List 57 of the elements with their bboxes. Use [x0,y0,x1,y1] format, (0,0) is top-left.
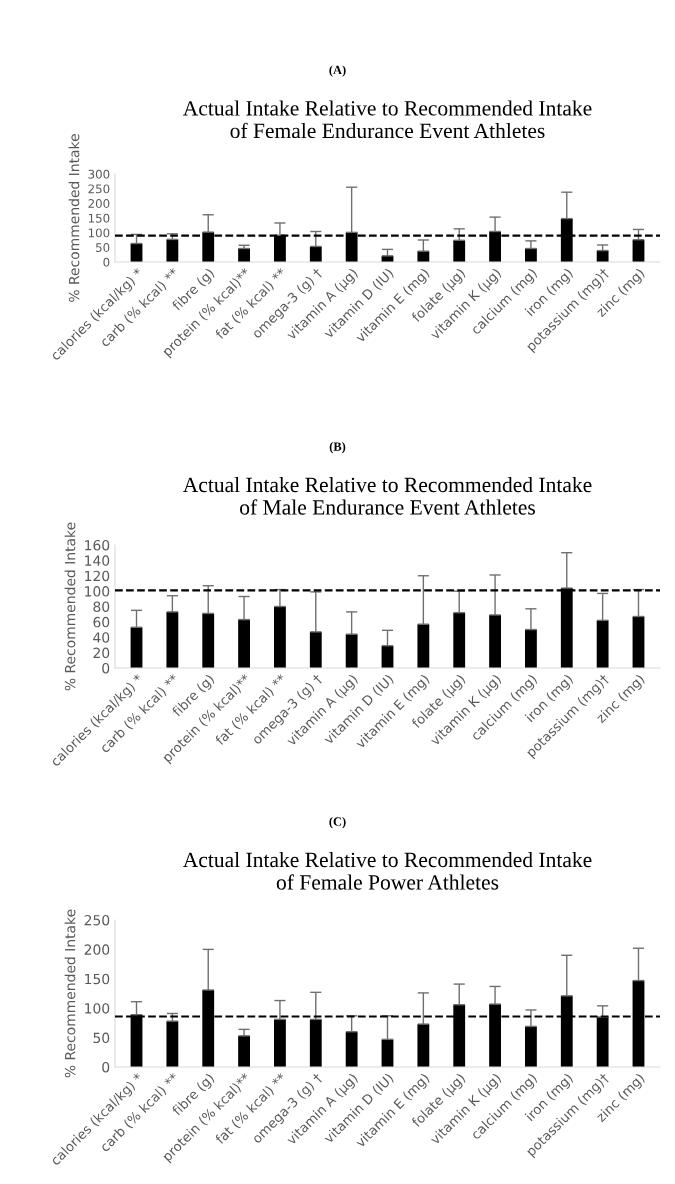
bar [417,1024,430,1067]
bar [453,612,466,668]
y-tick-label: 50 [93,1032,110,1044]
y-tick-label: 200 [84,944,110,955]
bar [274,1019,286,1067]
y-tick-label: 40 [93,632,110,643]
y-axis-title: % Recommended Intake [64,522,76,691]
y-tick-label: 20 [93,647,110,659]
bar [274,606,286,668]
y-tick-label: 200 [88,199,110,208]
bar [345,1031,358,1067]
bar [453,240,466,262]
y-tick-label: 250 [84,914,110,926]
y-tick-label: 0 [103,257,110,267]
bar [309,1019,322,1067]
y-tick-label: 80 [93,601,110,612]
y-tick-label: 150 [88,213,110,223]
y-tick-label: 160 [85,539,110,551]
bar [525,1026,537,1067]
bar [202,613,215,668]
y-tick-label: 0 [102,1061,110,1073]
chart-title: Actual Intake Relative to Recommended Intake of Female Power Athletes [182,852,592,890]
y-tick-label: 0 [102,662,110,674]
bar [166,611,179,668]
text: (A) [329,65,346,77]
bar [166,239,179,262]
y-tick-label: 60 [93,616,110,628]
y-tick-label: 100 [88,228,110,238]
chart-title: Actual Intake Relative to Recommended Intake of Male Endurance Event Athletes [182,477,592,515]
y-tick-label: 300 [88,169,110,179]
chart-title: Actual Intake Relative to Recommended Intake of Female Endurance Event Athletes [182,100,592,139]
y-tick-label: 50 [96,243,110,252]
bar [596,620,609,668]
text: (B) [329,441,346,454]
bar [417,624,430,668]
bar [489,614,501,668]
bar [632,616,645,668]
bar [309,631,322,668]
bar [525,629,537,668]
y-tick-label: 140 [85,555,110,566]
bar [166,1021,179,1067]
bar [309,246,322,262]
bar [345,634,358,668]
bar [525,248,537,262]
bar [381,645,394,668]
bar [238,619,250,668]
bar [238,248,250,262]
y-tick-label: 100 [85,1003,110,1014]
y-axis-title: % Recommended Intake [64,909,76,1078]
bar [238,1035,250,1067]
y-tick-label: 100 [85,586,110,597]
y-tick-label: 150 [85,973,110,985]
text: (C) [329,816,346,829]
y-axis-title: % Recommended Intake [68,134,80,302]
bar [632,239,645,262]
y-tick-label: 120 [85,570,110,582]
y-tick-label: 250 [88,184,110,194]
